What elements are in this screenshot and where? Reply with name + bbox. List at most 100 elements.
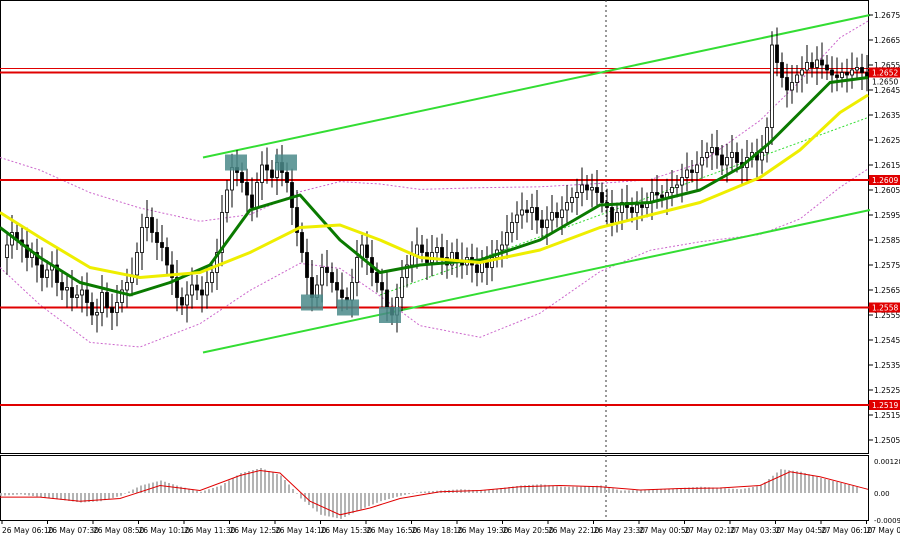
oscillator-bar bbox=[840, 483, 842, 493]
candle-body bbox=[66, 288, 69, 291]
oscillator-bar bbox=[332, 493, 334, 517]
signal-marker bbox=[301, 295, 323, 311]
candle-body bbox=[421, 245, 424, 253]
oscillator-bar bbox=[228, 481, 230, 494]
oscillator-bar bbox=[196, 491, 198, 493]
oscillator-bar bbox=[128, 492, 130, 494]
candle-body bbox=[456, 253, 459, 261]
oscillator-panel-frame bbox=[1, 456, 869, 521]
oscillator-bar bbox=[780, 469, 782, 493]
oscillator-bar bbox=[720, 488, 722, 493]
oscillator-bar bbox=[728, 489, 730, 494]
candle-body bbox=[521, 210, 524, 215]
candle-body bbox=[301, 233, 304, 253]
candle-body bbox=[151, 218, 154, 233]
oscillator-bar bbox=[656, 489, 658, 493]
oscillator-bar bbox=[632, 490, 634, 493]
oscillator-y-tick-label: 0.00128 bbox=[874, 458, 900, 466]
oscillator-bar bbox=[4, 493, 6, 495]
signal-marker bbox=[379, 307, 401, 323]
candle-body bbox=[676, 185, 679, 188]
oscillator-bar bbox=[264, 470, 266, 494]
candle-body bbox=[161, 243, 164, 248]
oscillator-bar bbox=[736, 489, 738, 493]
candle-body bbox=[846, 73, 849, 76]
oscillator-bar bbox=[648, 490, 650, 493]
candle-body bbox=[416, 245, 419, 255]
candle-body bbox=[556, 213, 559, 218]
oscillator-bar bbox=[796, 471, 798, 493]
oscillator-bar bbox=[584, 487, 586, 494]
candle-body bbox=[531, 208, 534, 213]
candle-body bbox=[506, 233, 509, 246]
candle-body bbox=[616, 213, 619, 223]
oscillator-bar bbox=[820, 478, 822, 493]
oscillator-bar bbox=[312, 493, 314, 508]
candle-body bbox=[291, 183, 294, 208]
oscillator-bar bbox=[212, 488, 214, 493]
oscillator-bar bbox=[700, 487, 702, 493]
candle-body bbox=[546, 220, 549, 228]
candle-body bbox=[101, 293, 104, 313]
oscillator-bar bbox=[792, 471, 794, 493]
oscillator-bar bbox=[776, 473, 778, 494]
oscillator-bar bbox=[424, 492, 426, 494]
oscillator-bar bbox=[352, 493, 354, 513]
oscillator-bar bbox=[588, 486, 590, 493]
candle-body bbox=[821, 60, 824, 65]
oscillator-bar bbox=[760, 486, 762, 494]
oscillator-bar bbox=[628, 490, 630, 493]
candle-body bbox=[551, 213, 554, 221]
oscillator-bar bbox=[856, 487, 858, 493]
oscillator-y-tick-label: -0.00099 bbox=[874, 517, 900, 525]
oscillator-bar bbox=[324, 493, 326, 516]
oscillator-bar bbox=[28, 493, 30, 495]
x-tick-label: 26 May 06:10 bbox=[2, 526, 54, 535]
oscillator-bar bbox=[388, 493, 390, 499]
candle-body bbox=[656, 193, 659, 196]
oscillator-bar bbox=[40, 493, 42, 497]
oscillator-bar bbox=[216, 487, 218, 493]
x-tick-label: 26 May 18:10 bbox=[412, 526, 464, 535]
oscillator-bar bbox=[744, 489, 746, 494]
candle-body bbox=[861, 68, 864, 73]
candle-body bbox=[211, 273, 214, 283]
candle-body bbox=[91, 303, 94, 316]
signal-marker bbox=[225, 155, 247, 171]
oscillator-bar bbox=[572, 487, 574, 493]
oscillator-bar bbox=[808, 474, 810, 493]
candle-body bbox=[731, 153, 734, 158]
oscillator-bar bbox=[396, 493, 398, 497]
candle-body bbox=[501, 245, 504, 250]
x-tick-label: 26 May 15:30 bbox=[321, 526, 373, 535]
candle-body bbox=[116, 303, 119, 313]
candle-body bbox=[671, 188, 674, 193]
candle-body bbox=[571, 198, 574, 203]
candle-body bbox=[146, 218, 149, 228]
oscillator-bar bbox=[208, 489, 210, 493]
candle-body bbox=[386, 290, 389, 308]
level-price-label: 1.2609 bbox=[872, 176, 898, 185]
y-tick-label: 1.2565 bbox=[874, 286, 900, 295]
candle-body bbox=[806, 63, 809, 71]
oscillator-bar bbox=[16, 493, 18, 495]
oscillator-bar bbox=[136, 488, 138, 494]
candle-body bbox=[781, 63, 784, 78]
oscillator-bar bbox=[800, 472, 802, 493]
candle-body bbox=[201, 290, 204, 295]
candle-body bbox=[636, 205, 639, 213]
candle-body bbox=[811, 63, 814, 68]
oscillator-bar bbox=[384, 493, 386, 500]
candle-body bbox=[816, 60, 819, 68]
y-tick-label: 1.2625 bbox=[874, 136, 900, 145]
oscillator-bar bbox=[636, 490, 638, 493]
oscillator-bar bbox=[356, 493, 358, 511]
candle-body bbox=[766, 128, 769, 153]
y-tick-label: 1.2585 bbox=[874, 236, 900, 245]
oscillator-bar bbox=[832, 481, 834, 493]
candle-body bbox=[631, 208, 634, 213]
oscillator-bar bbox=[428, 491, 430, 493]
candle-body bbox=[401, 278, 404, 298]
candle-body bbox=[736, 153, 739, 163]
